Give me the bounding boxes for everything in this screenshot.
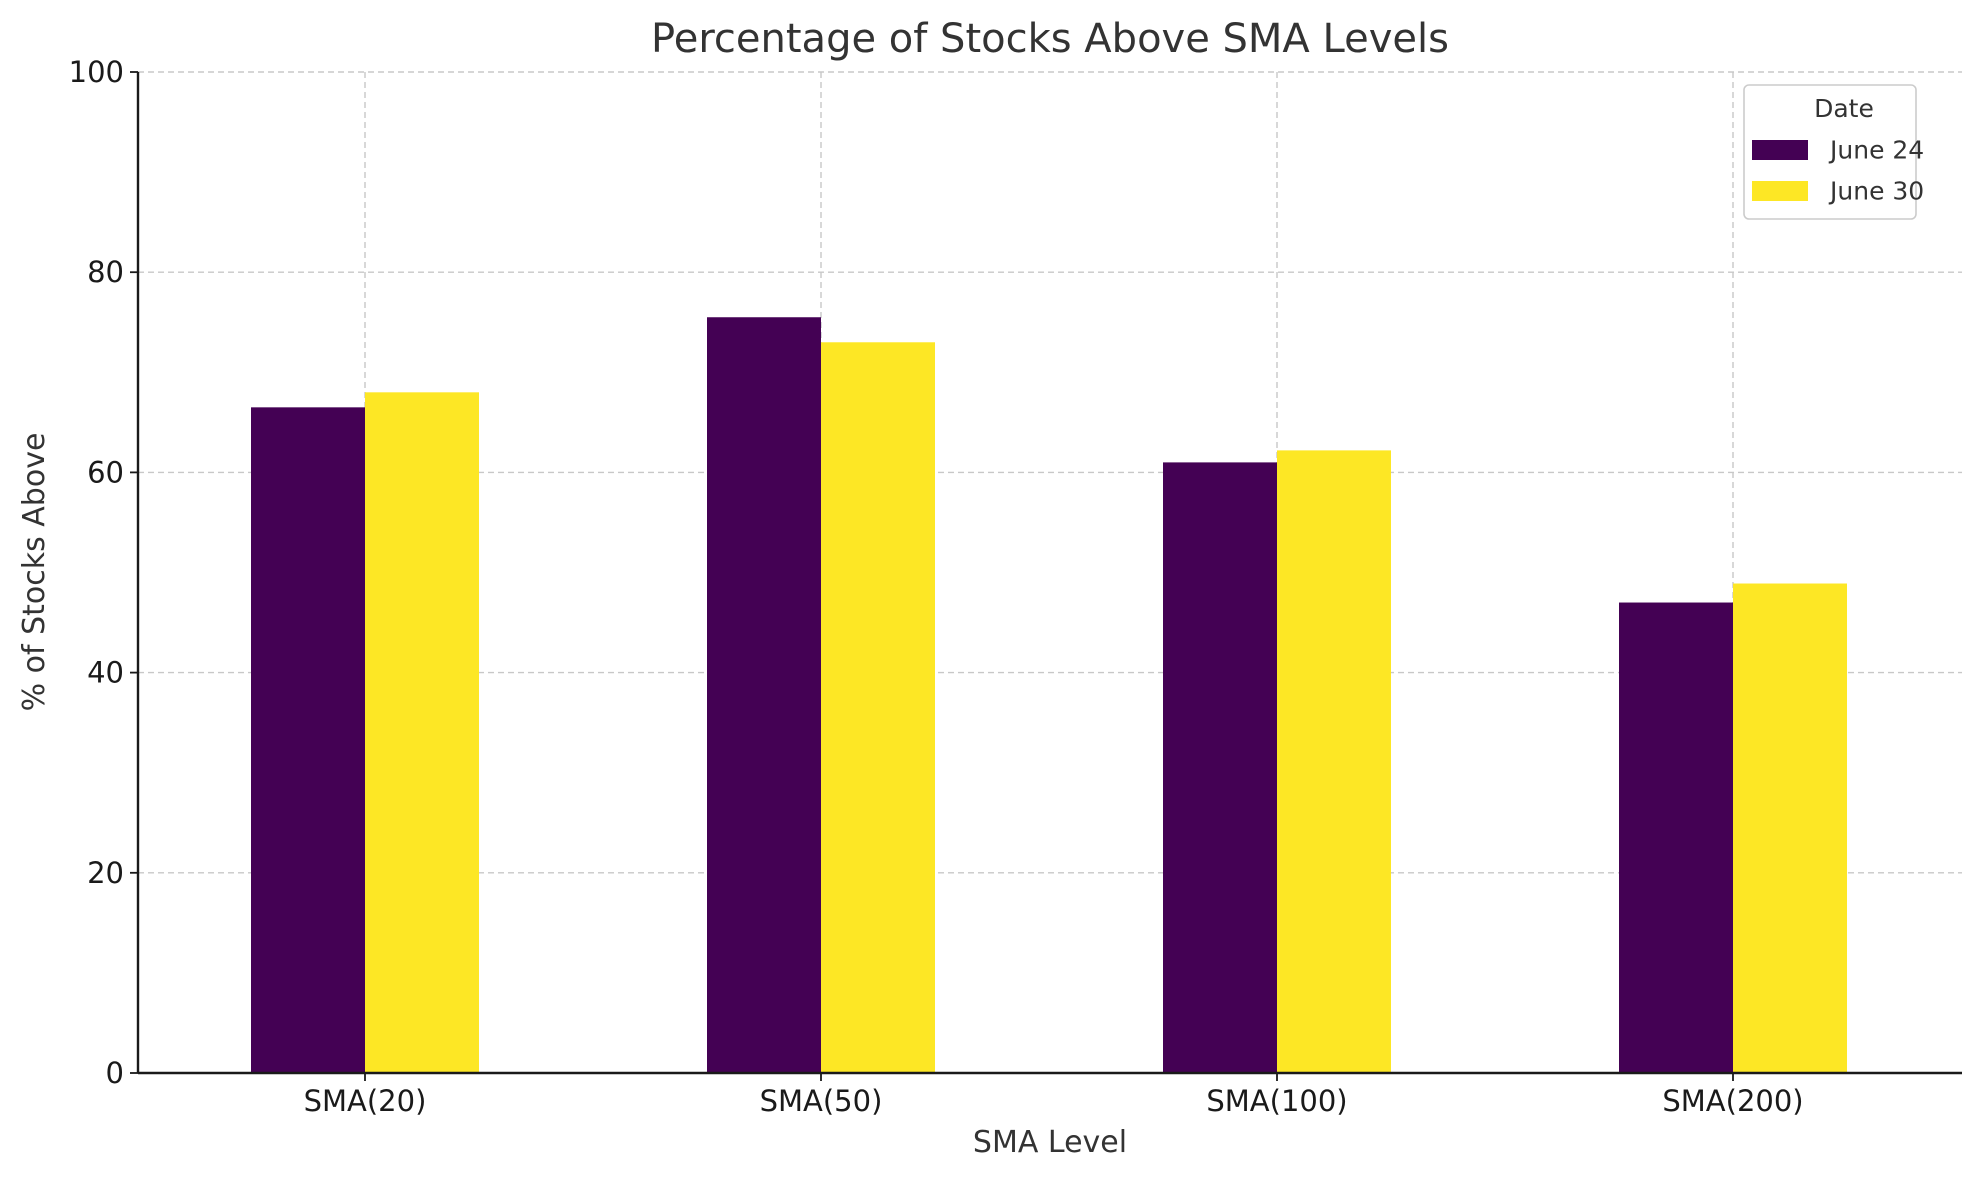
bar-june-24-4 [1619,602,1733,1073]
bar-june-24-2 [707,317,821,1073]
y-tick-label-1: 20 [87,856,124,890]
x-tick-label-0: SMA(20) [304,1084,427,1118]
x-axis-label: SMA Level [973,1125,1127,1160]
y-tick-label-5: 100 [69,55,124,89]
bar-june-30-3 [1277,450,1391,1073]
bar-june-24-1 [251,407,365,1074]
bar-layer [251,317,1847,1074]
y-tick-label-3: 60 [87,455,124,489]
bar-june-24-3 [1163,462,1277,1073]
axis-layer: 0 20 40 60 80 100 SMA(20) SMA(50) SMA(100) SMA(20… [69,55,1962,1118]
legend-title: Date [1814,94,1874,123]
y-tick-label-4: 80 [87,255,124,289]
chart-title: Percentage of Stocks Above SMA Levels [651,16,1449,62]
x-tick-label-3: SMA(200) [1662,1084,1803,1118]
bar-june-30-2 [821,342,935,1073]
legend-swatch-june-24 [1752,140,1808,160]
legend-label-june-30: June 30 [1828,177,1924,206]
x-tick-label-1: SMA(50) [760,1084,883,1118]
legend: Date June 24 June 30 [1743,84,1924,220]
y-tick-label-0: 0 [106,1056,124,1090]
y-axis-label: % of Stocks Above [17,433,52,712]
legend-label-june-24: June 24 [1828,136,1924,165]
y-tick-label-2: 40 [87,656,124,690]
bar-june-30-4 [1733,583,1847,1073]
bar-june-30-1 [365,392,479,1073]
x-tick-label-2: SMA(100) [1206,1084,1347,1118]
legend-items: June 24 June 30 [1752,136,1924,206]
legend-swatch-june-30 [1752,181,1808,201]
